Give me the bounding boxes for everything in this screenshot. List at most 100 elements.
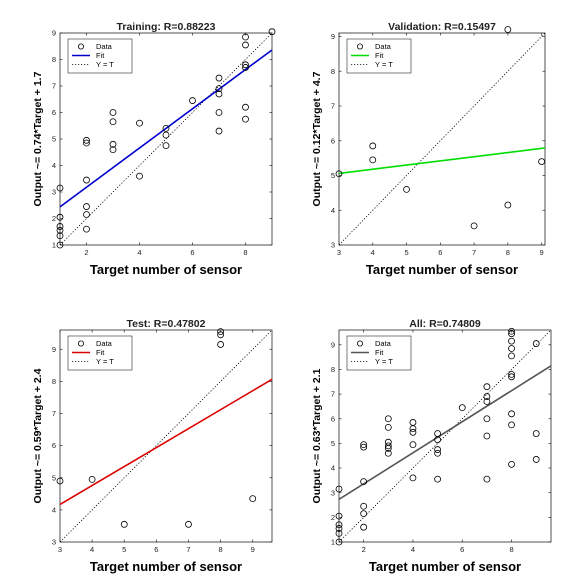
x-tick-label: 4 xyxy=(371,248,375,257)
data-point xyxy=(83,203,90,210)
data-point xyxy=(242,64,249,71)
data-point xyxy=(360,502,368,510)
data-point xyxy=(508,330,515,338)
data-point xyxy=(508,345,515,352)
legend-label-data: Data xyxy=(375,339,392,348)
data-point xyxy=(508,370,515,378)
data-point xyxy=(56,223,64,230)
data-point xyxy=(217,328,225,336)
legend-label-identity: Y = T xyxy=(375,60,393,69)
data-point xyxy=(508,410,515,418)
data-point xyxy=(136,172,143,180)
y-tick-label: 8 xyxy=(331,365,335,374)
subplot-title: Training: R=0.88223 xyxy=(117,21,216,33)
data-point xyxy=(369,156,377,164)
data-point xyxy=(249,495,257,503)
x-tick-label: 7 xyxy=(472,248,476,257)
data-point xyxy=(335,512,343,520)
data-point xyxy=(242,41,249,49)
x-tick-label: 2 xyxy=(84,248,88,257)
legend-label-data: Data xyxy=(375,42,392,51)
x-tick-label: 7 xyxy=(186,545,190,554)
x-tick-label: 9 xyxy=(540,248,544,257)
x-tick-label: 6 xyxy=(460,545,464,554)
fit-line xyxy=(339,147,545,175)
y-tick-label: 3 xyxy=(331,241,335,250)
y-tick-label: 1 xyxy=(52,241,56,250)
data-point xyxy=(83,211,90,218)
data-point xyxy=(403,185,410,193)
data-point xyxy=(483,393,491,400)
plot-layer xyxy=(60,33,272,245)
data-point xyxy=(508,373,515,381)
data-point xyxy=(532,456,540,463)
data-point xyxy=(162,142,170,150)
x-tick-label: 3 xyxy=(337,248,341,257)
y-tick-label: 8 xyxy=(52,55,56,64)
legend-marker-data xyxy=(78,43,85,50)
legend-label-data: Data xyxy=(96,42,113,51)
y-axis-label: Output ~= 0.59*Target + 2.4 xyxy=(32,368,44,503)
legend-label-data: Data xyxy=(96,339,113,348)
data-point xyxy=(56,477,64,485)
x-axis-label: Target number of sensor xyxy=(366,262,518,277)
x-tick-label: 8 xyxy=(509,545,513,554)
data-point xyxy=(532,340,540,347)
y-tick-label: 8 xyxy=(331,67,335,76)
x-tick-label: 4 xyxy=(137,248,141,257)
data-point xyxy=(360,478,368,486)
y-tick-label: 9 xyxy=(331,32,335,41)
data-point xyxy=(109,109,117,116)
data-point xyxy=(483,383,491,391)
fit-line xyxy=(60,378,272,506)
y-tick-label: 4 xyxy=(52,505,56,514)
data-point xyxy=(538,158,546,165)
data-point xyxy=(83,136,90,144)
y-tick-label: 7 xyxy=(52,409,56,418)
data-point xyxy=(483,415,491,423)
data-point xyxy=(242,103,249,111)
data-point xyxy=(483,398,491,405)
y-tick-label: 3 xyxy=(52,538,56,547)
y-tick-label: 6 xyxy=(331,414,335,423)
y-tick-label: 6 xyxy=(52,441,56,450)
x-axis-label: Target number of sensor xyxy=(90,262,242,277)
y-tick-label: 5 xyxy=(52,135,56,144)
data-point xyxy=(409,441,417,449)
data-point xyxy=(215,109,223,116)
x-tick-label: 4 xyxy=(411,545,415,554)
y-tick-label: 7 xyxy=(331,102,335,111)
y-tick-label: 9 xyxy=(52,345,56,354)
data-point xyxy=(185,520,192,528)
data-point xyxy=(508,327,515,335)
y-tick-label: 5 xyxy=(52,473,56,482)
data-point xyxy=(217,331,225,339)
data-point xyxy=(360,523,368,531)
identity-line xyxy=(339,33,545,245)
data-point xyxy=(434,449,442,457)
y-tick-label: 4 xyxy=(52,161,56,170)
y-tick-label: 2 xyxy=(331,513,335,522)
data-point xyxy=(504,201,512,209)
fit-line xyxy=(60,49,272,208)
data-point xyxy=(369,142,377,150)
data-point xyxy=(189,97,196,104)
y-tick-label: 4 xyxy=(331,464,335,473)
legend-label-fit: Fit xyxy=(96,51,105,60)
x-tick-label: 4 xyxy=(90,545,94,554)
data-point xyxy=(56,227,64,234)
y-axis-label: Output ~= 0.12*Target + 4.7 xyxy=(311,71,323,206)
data-point xyxy=(242,115,249,123)
data-point xyxy=(360,510,368,518)
x-tick-label: 6 xyxy=(438,248,442,257)
identity-line xyxy=(60,330,272,542)
y-tick-label: 7 xyxy=(331,390,335,399)
x-tick-label: 8 xyxy=(506,248,510,257)
data-point xyxy=(483,475,491,483)
data-point xyxy=(162,124,170,132)
y-tick-label: 3 xyxy=(52,188,56,197)
x-tick-label: 2 xyxy=(362,545,366,554)
